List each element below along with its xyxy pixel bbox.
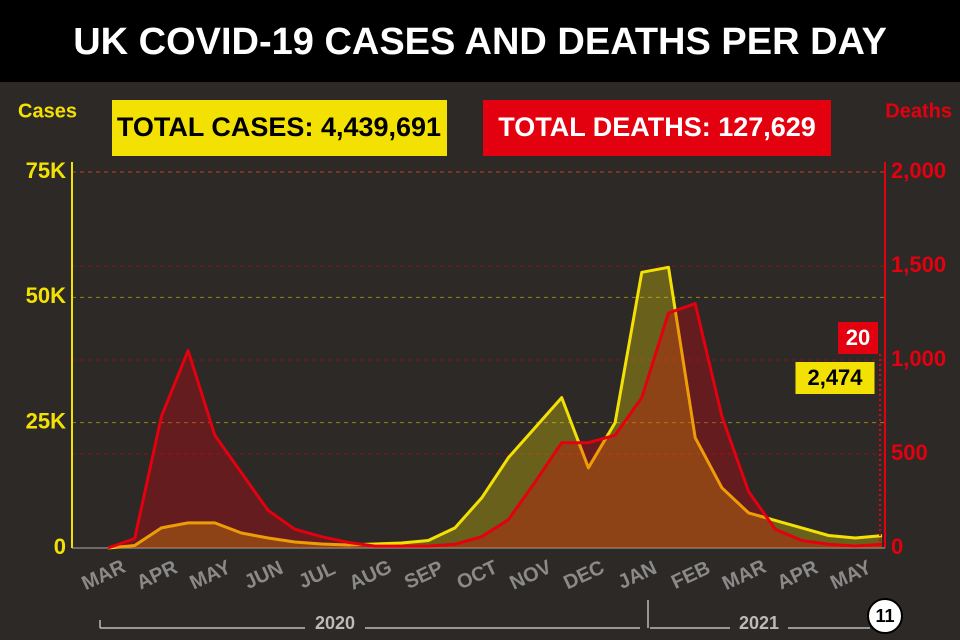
tick-label: 1,500 bbox=[891, 252, 946, 277]
x-tick-label: SEP bbox=[401, 557, 447, 594]
x-tick-label: JUL bbox=[295, 557, 339, 593]
tick-label: 0 bbox=[54, 534, 66, 559]
total-deaths-box bbox=[483, 100, 831, 156]
value-label-box bbox=[795, 362, 875, 394]
title-bar bbox=[0, 0, 960, 82]
total-deaths: TOTAL DEATHS: 127,629 bbox=[498, 112, 816, 142]
x-tick-label: APR bbox=[774, 556, 822, 594]
x-tick-label: MAY bbox=[186, 556, 235, 594]
value-label-box bbox=[838, 322, 878, 354]
year-bg bbox=[730, 618, 788, 638]
area bbox=[108, 267, 882, 548]
x-tick-label: JAN bbox=[615, 557, 661, 594]
tick-label: 500 bbox=[891, 440, 928, 465]
tick-label: 2,000 bbox=[891, 158, 946, 183]
tick-label: 25K bbox=[26, 408, 66, 433]
tick-label: 1,000 bbox=[891, 346, 946, 371]
x-tick-label: MAR bbox=[719, 556, 770, 595]
area bbox=[108, 303, 882, 548]
y-axis-title: Cases bbox=[18, 100, 77, 122]
badge-text: 11 bbox=[875, 606, 894, 626]
value-label: 20 bbox=[846, 325, 870, 350]
x-tick-label: NOV bbox=[506, 556, 555, 595]
x-tick-label: APR bbox=[133, 556, 181, 594]
x-tick-label: FEB bbox=[668, 557, 714, 594]
x-tick-label: DEC bbox=[560, 556, 608, 594]
y2-axis-title: Deaths bbox=[885, 100, 952, 122]
badge bbox=[867, 598, 903, 634]
total-cases: TOTAL CASES: 4,439,691 bbox=[117, 112, 441, 142]
x-tick-label: AUG bbox=[346, 556, 396, 595]
x-tick-label: MAR bbox=[78, 556, 129, 595]
line bbox=[107, 302, 883, 550]
tick-label: 50K bbox=[26, 283, 66, 308]
tick-label: 75K bbox=[26, 158, 66, 183]
x-tick-label: OCT bbox=[454, 556, 502, 594]
year-label: 2021 bbox=[739, 613, 779, 633]
value-label: 2,474 bbox=[807, 365, 863, 390]
x-tick-label: JUN bbox=[241, 557, 287, 594]
total-cases-box bbox=[112, 100, 447, 156]
year-bg bbox=[305, 618, 365, 638]
line bbox=[107, 265, 883, 550]
year-label: 2020 bbox=[315, 613, 355, 633]
chart-title: UK COVID-19 CASES AND DEATHS PER DAY bbox=[73, 21, 887, 63]
x-tick-label: MAY bbox=[827, 556, 876, 594]
tick-label: 0 bbox=[891, 534, 903, 559]
